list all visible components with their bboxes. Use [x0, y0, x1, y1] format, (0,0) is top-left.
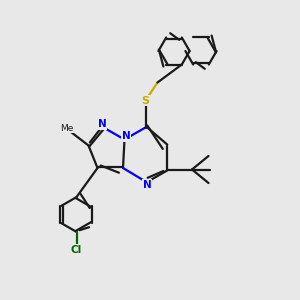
Text: S: S — [142, 95, 149, 106]
Text: N: N — [142, 180, 152, 190]
Text: Cl: Cl — [71, 245, 82, 255]
Text: N: N — [122, 131, 130, 141]
Text: N: N — [98, 119, 106, 129]
Text: Me: Me — [60, 124, 73, 133]
